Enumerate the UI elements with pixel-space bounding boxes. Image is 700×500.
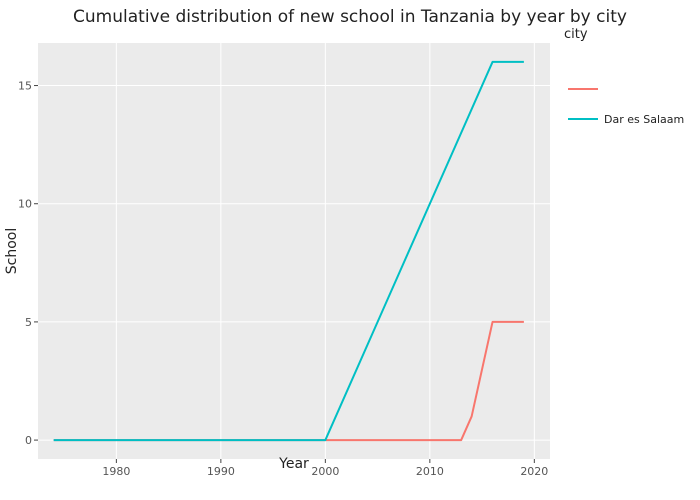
y-axis-ticks: 0 5 10 15 xyxy=(18,80,38,447)
x-tick-label: 1990 xyxy=(207,465,235,478)
y-tick-label: 10 xyxy=(18,198,32,211)
x-axis-ticks: 1980 1990 2000 2010 2020 xyxy=(102,459,548,478)
y-tick-label: 0 xyxy=(25,434,32,447)
x-tick-label: 1980 xyxy=(102,465,130,478)
plot-background xyxy=(38,43,550,459)
x-axis-title: Year xyxy=(278,456,309,472)
legend-title: city xyxy=(564,27,588,42)
y-tick-label: 15 xyxy=(18,80,32,93)
chart-title: Cumulative distribution of new school in… xyxy=(73,7,627,27)
x-tick-label: 2000 xyxy=(311,465,339,478)
legend-label-1: Dar es Salaam xyxy=(604,113,684,126)
y-tick-label: 5 xyxy=(25,316,32,329)
x-tick-label: 2010 xyxy=(416,465,444,478)
series-line-1 xyxy=(53,60,524,442)
series-layer xyxy=(53,60,524,442)
x-tick-label: 2020 xyxy=(520,465,548,478)
y-axis-title: School xyxy=(4,228,20,274)
legend: Dar es Salaam xyxy=(568,88,684,126)
